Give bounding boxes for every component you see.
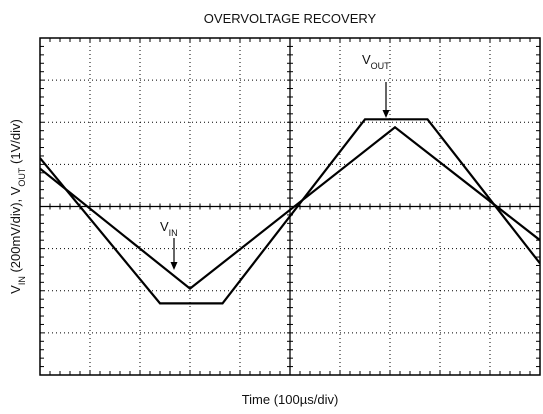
- label-subscript: OUT: [17, 167, 27, 187]
- series-label: VOUT: [362, 52, 390, 71]
- series-line: [40, 125, 540, 291]
- y-axis-label: VIN (200mV/div), VOUT (1V/div): [8, 119, 27, 294]
- series-line: [40, 118, 540, 305]
- label-subscript: IN: [17, 276, 27, 285]
- label-subscript: IN: [169, 228, 178, 238]
- arrow-head: [382, 110, 390, 118]
- label-text: V: [160, 219, 169, 234]
- label-subscript: OUT: [371, 61, 391, 71]
- chart-title: OVERVOLTAGE RECOVERY: [204, 11, 377, 26]
- x-axis-label: Time (100µs/div): [242, 392, 339, 407]
- series-label: VIN: [160, 219, 178, 238]
- arrow-head: [170, 262, 178, 270]
- label-text: (1V/div): [8, 119, 23, 167]
- plot-frame: [39, 37, 541, 376]
- label-text: (200mV/div), V: [8, 186, 23, 276]
- label-text: V: [8, 285, 23, 294]
- label-text: V: [362, 52, 371, 67]
